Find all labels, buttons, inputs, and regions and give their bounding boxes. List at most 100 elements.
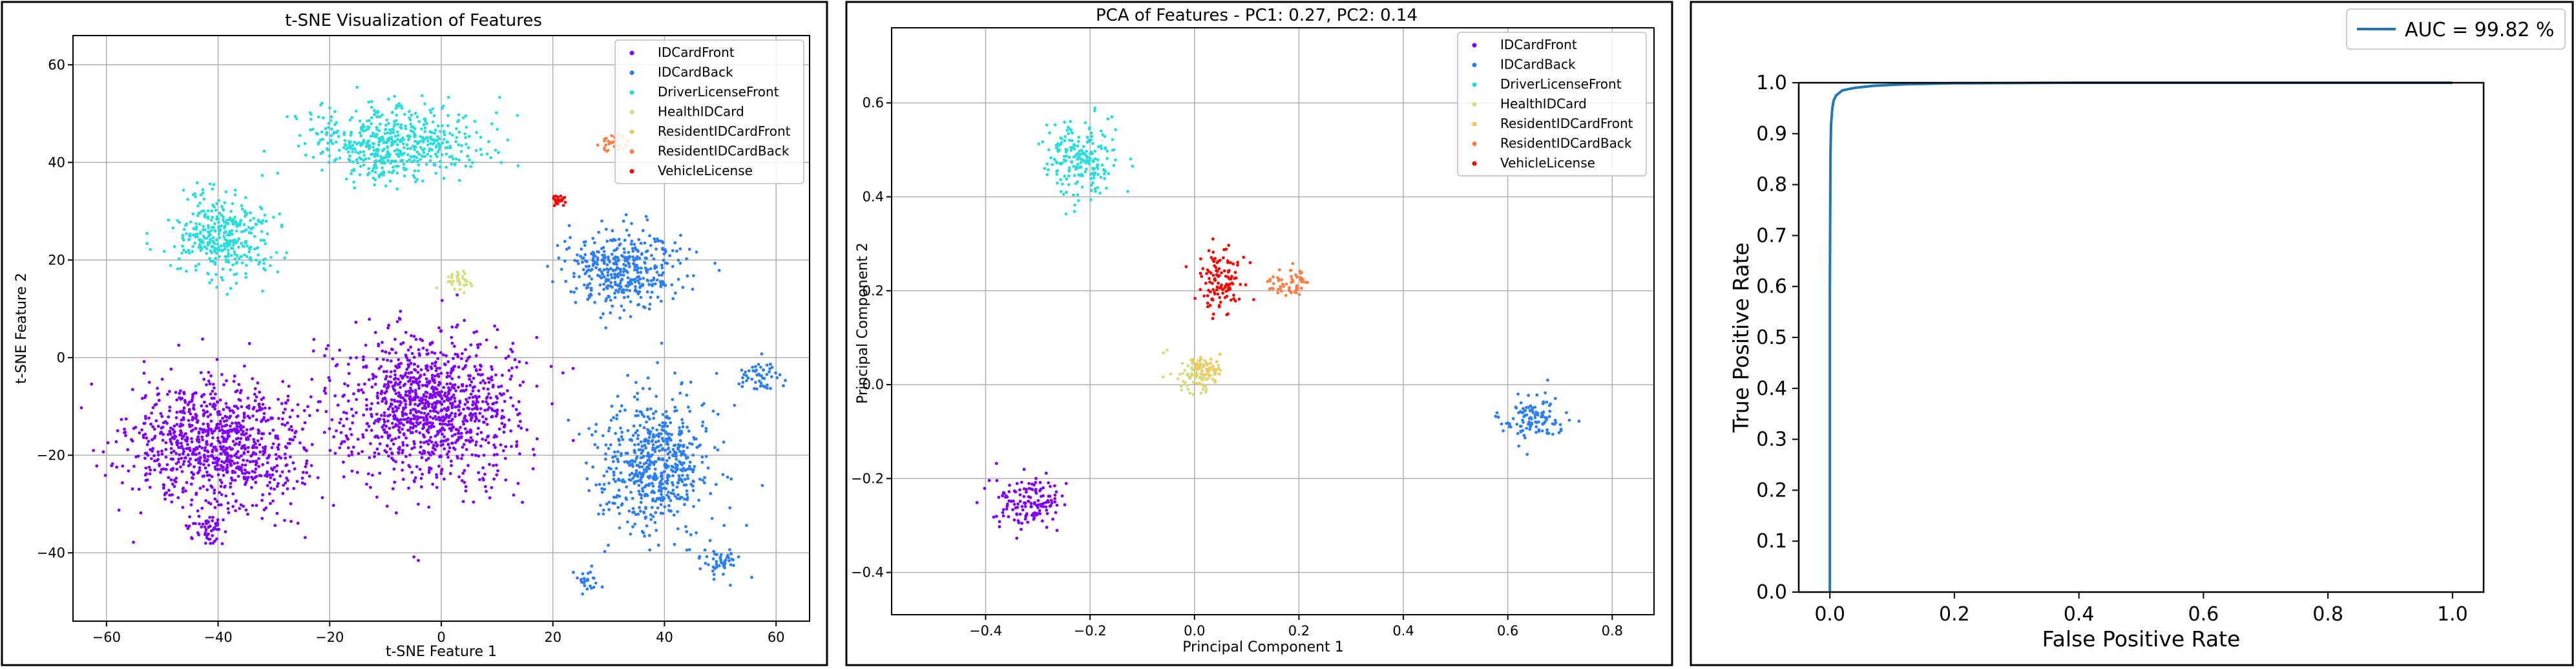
point <box>602 250 606 253</box>
point <box>1516 392 1520 396</box>
point <box>227 431 231 434</box>
point <box>616 450 620 454</box>
point <box>306 405 309 409</box>
point <box>215 527 219 531</box>
point <box>486 408 490 412</box>
point <box>1044 505 1048 509</box>
point <box>309 463 313 467</box>
point <box>636 434 640 437</box>
point <box>401 469 404 472</box>
point <box>662 271 665 275</box>
point <box>211 389 215 393</box>
point <box>411 430 414 434</box>
point <box>492 453 496 457</box>
point <box>583 244 587 247</box>
point <box>390 398 393 401</box>
point <box>434 138 438 142</box>
point <box>631 255 635 259</box>
point <box>354 150 358 154</box>
point <box>207 520 211 524</box>
point <box>218 441 222 445</box>
point <box>368 378 371 381</box>
point <box>448 131 452 135</box>
point <box>402 407 406 411</box>
point <box>633 395 636 399</box>
point <box>372 167 375 170</box>
point <box>669 491 673 495</box>
point <box>384 123 388 127</box>
point <box>324 347 328 351</box>
point <box>376 401 380 405</box>
point <box>140 397 144 400</box>
point <box>426 143 430 147</box>
point <box>171 482 174 486</box>
point <box>463 469 466 473</box>
point <box>424 406 427 409</box>
point <box>497 96 501 100</box>
point <box>596 446 600 449</box>
point <box>1276 291 1280 295</box>
point <box>205 429 209 432</box>
point <box>409 147 412 151</box>
point <box>713 552 717 556</box>
point <box>477 389 481 392</box>
point <box>518 360 521 364</box>
point <box>398 317 402 321</box>
point <box>628 255 632 259</box>
point <box>324 127 328 131</box>
point <box>171 493 174 496</box>
point <box>393 480 397 484</box>
point <box>609 273 613 277</box>
point <box>333 451 337 455</box>
point <box>704 427 708 430</box>
point <box>1049 485 1052 488</box>
point <box>200 404 204 408</box>
point <box>613 239 617 242</box>
point <box>658 485 662 489</box>
point <box>1067 169 1071 173</box>
point <box>684 525 687 529</box>
point <box>381 113 384 117</box>
point <box>213 262 217 266</box>
point <box>406 394 410 398</box>
point <box>607 508 611 511</box>
point <box>760 352 764 356</box>
point <box>461 384 465 388</box>
point <box>435 373 439 377</box>
point <box>403 399 406 403</box>
pca-chart: PCA of Features - PC1: 0.27, PC2: 0.14 −… <box>851 6 1655 655</box>
point <box>1018 500 1022 503</box>
point <box>106 441 110 445</box>
point <box>599 504 602 507</box>
point <box>499 161 503 164</box>
point <box>162 483 166 487</box>
point <box>385 370 388 374</box>
point <box>224 494 228 498</box>
point <box>393 414 396 417</box>
point <box>171 457 174 461</box>
point <box>399 421 403 425</box>
point <box>649 518 653 522</box>
point <box>363 382 366 386</box>
x-tick-label: 40 <box>656 630 673 645</box>
point <box>686 474 689 477</box>
point <box>665 466 669 469</box>
point <box>461 445 465 449</box>
point <box>516 482 520 485</box>
point <box>733 403 737 407</box>
point <box>224 258 228 261</box>
point <box>1540 415 1543 419</box>
point <box>637 238 641 242</box>
point <box>233 454 236 458</box>
point <box>218 467 222 471</box>
point <box>404 124 407 128</box>
point <box>275 469 278 473</box>
point <box>645 218 649 222</box>
point <box>216 401 219 404</box>
point <box>417 169 420 173</box>
point <box>386 131 390 135</box>
point <box>377 175 381 179</box>
point <box>282 411 285 414</box>
point <box>209 427 213 431</box>
